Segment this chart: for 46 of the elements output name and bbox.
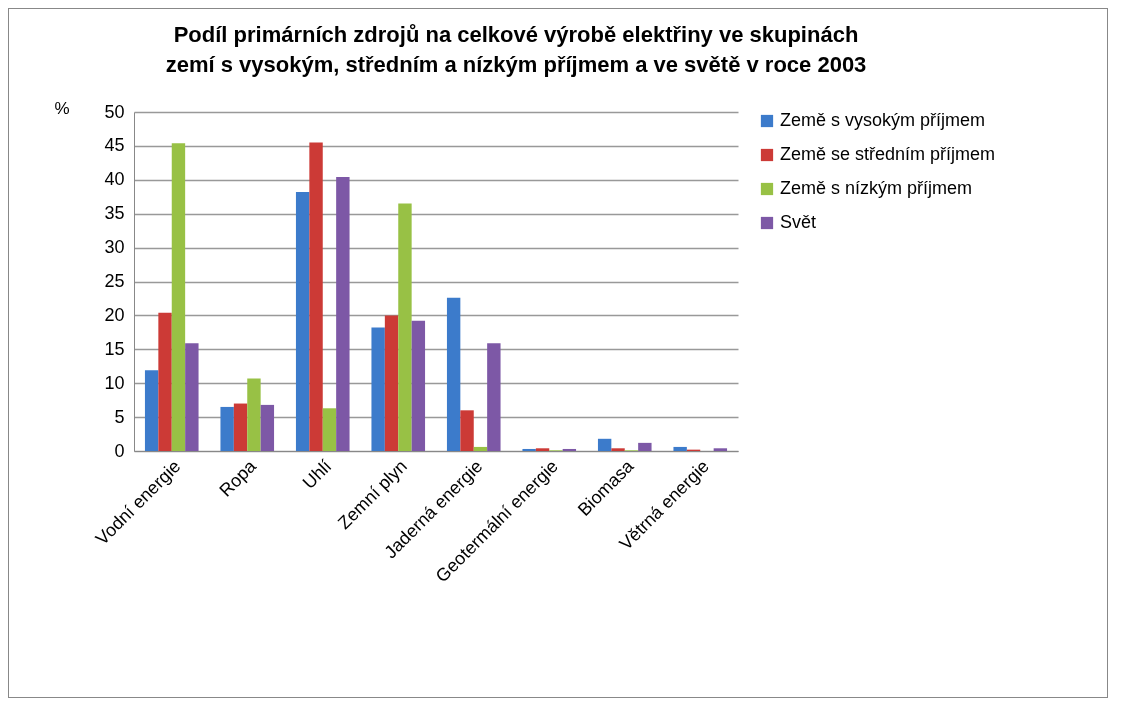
bar [611,448,625,451]
y-tick-label: 15 [104,338,125,359]
bar [597,438,612,451]
bar [638,442,652,451]
bar [522,448,536,451]
bar [233,403,248,451]
y-tick-label: 30 [104,237,125,258]
y-tick-label: 10 [104,372,125,393]
y-tick-label: 20 [104,304,125,325]
bar [673,446,687,451]
y-axis-title: % [54,98,70,118]
bar [713,448,728,451]
bar [535,448,550,451]
bar [460,410,474,451]
bar [336,177,350,451]
bar [322,408,337,451]
legend-label: Země s nízkým příjmem [780,178,973,198]
bar [185,343,199,451]
y-tick-label: 0 [114,440,125,461]
bar [144,370,159,451]
bar [487,343,501,451]
chart-title: Podíl primárních zdrojů na celkové výrobě elektřiny ve skupinách zemí s vysokým, středním a nízkým příjmem a ve světě v roce 2003 [165,22,867,77]
y-tick-label: 40 [104,169,125,190]
bar [309,142,323,451]
y-tick-label: 45 [104,135,125,156]
y-tick-label: 25 [104,271,125,291]
bar [562,448,577,451]
y-tick-label: 50 [104,101,125,122]
legend-label: Země s vysokým příjmem [780,110,986,130]
bar [446,297,461,451]
x-tick-label: Uhlí [298,456,336,493]
bar [411,320,426,451]
bar [398,203,412,451]
y-tick-label: 35 [104,203,125,224]
bar [260,404,275,451]
bar [247,378,261,451]
y-tick-label: 5 [114,406,125,427]
legend-label: Země se středním příjmem [780,144,996,164]
bar [384,315,399,451]
bar [171,143,186,451]
bar [158,312,172,451]
legend-label: Svět [780,212,817,232]
bar [295,192,310,451]
bar [473,446,488,451]
bar [371,327,385,451]
bar [220,406,234,451]
